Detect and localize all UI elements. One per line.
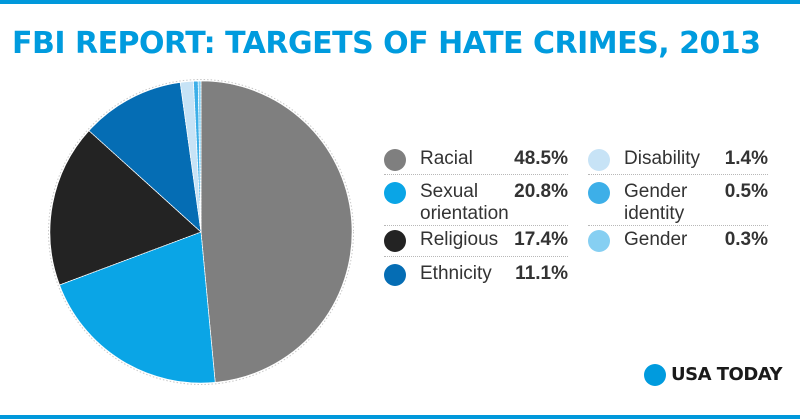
top-accent-bar (0, 0, 800, 4)
pie-slice-divider (197, 81, 202, 233)
legend-value-sexual-orientation: 20.8% (514, 181, 568, 202)
legend-label-religious: Religious (420, 229, 499, 250)
pie-slice-divider (200, 231, 216, 383)
legend-item-ethnicity: Ethnicity 11.1% (384, 263, 568, 287)
legend-label-sexual-orientation-line2: orientation (420, 203, 509, 224)
legend-label-gender: Gender (624, 229, 688, 250)
pie-outline (48, 79, 354, 385)
pie-slice-ethnicity (88, 82, 202, 233)
legend-item-gender-identity: Gender identity 0.5% (588, 181, 768, 224)
legend-label-sexual-orientation: Sexual (420, 181, 479, 202)
legend-label-ethnicity: Ethnicity (420, 263, 492, 284)
legend-value-ethnicity: 11.1% (515, 263, 568, 284)
legend-swatch-disability (588, 149, 610, 171)
legend-value-gender: 0.3% (724, 229, 768, 250)
legend-item-gender: Gender 0.3% (588, 229, 768, 253)
legend-swatch-gender (588, 230, 610, 252)
legend-label-gender-identity-line2: identity (624, 203, 685, 224)
legend-value-disability: 1.4% (724, 148, 768, 169)
bottom-accent-bar (0, 415, 800, 419)
pie-slice-divider (59, 231, 202, 286)
legend-label-gender-identity: Gender (624, 181, 688, 202)
legend-swatch-racial (384, 149, 406, 171)
pie-slice-divider (179, 82, 202, 233)
legend-swatch-gender-identity (588, 182, 610, 204)
pie-slice-racial (200, 80, 353, 383)
legend-item-racial: Racial 48.5% (384, 148, 568, 172)
chart-title: FBI REPORT: TARGETS OF HATE CRIMES, 2013 (12, 26, 761, 61)
legend-separator (384, 256, 568, 257)
legend-item-religious: Religious 17.4% (384, 229, 568, 253)
legend-separator (588, 174, 768, 175)
legend-swatch-ethnicity (384, 264, 406, 286)
legend-separator (588, 225, 768, 226)
brand-dot-icon (644, 364, 666, 386)
pie-slice-divider (193, 81, 202, 233)
legend-value-religious: 17.4% (514, 229, 568, 250)
legend-label-racial: Racial (420, 148, 473, 169)
legend-separator (384, 174, 568, 175)
pie-slice-sexual-orientation (59, 231, 216, 384)
legend-swatch-sexual-orientation (384, 182, 406, 204)
pie-slice-religious (49, 130, 202, 286)
legend-value-racial: 48.5% (514, 148, 568, 169)
pie-slice-divider (88, 130, 202, 233)
brand-name: USA TODAY (671, 364, 783, 385)
legend-value-gender-identity: 0.5% (724, 181, 768, 202)
legend-item-sexual-orientation: Sexual orientation 20.8% (384, 181, 568, 224)
legend-swatch-religious (384, 230, 406, 252)
legend-item-disability: Disability 1.4% (588, 148, 768, 172)
legend-separator (384, 225, 568, 226)
legend-label-disability: Disability (624, 148, 701, 169)
